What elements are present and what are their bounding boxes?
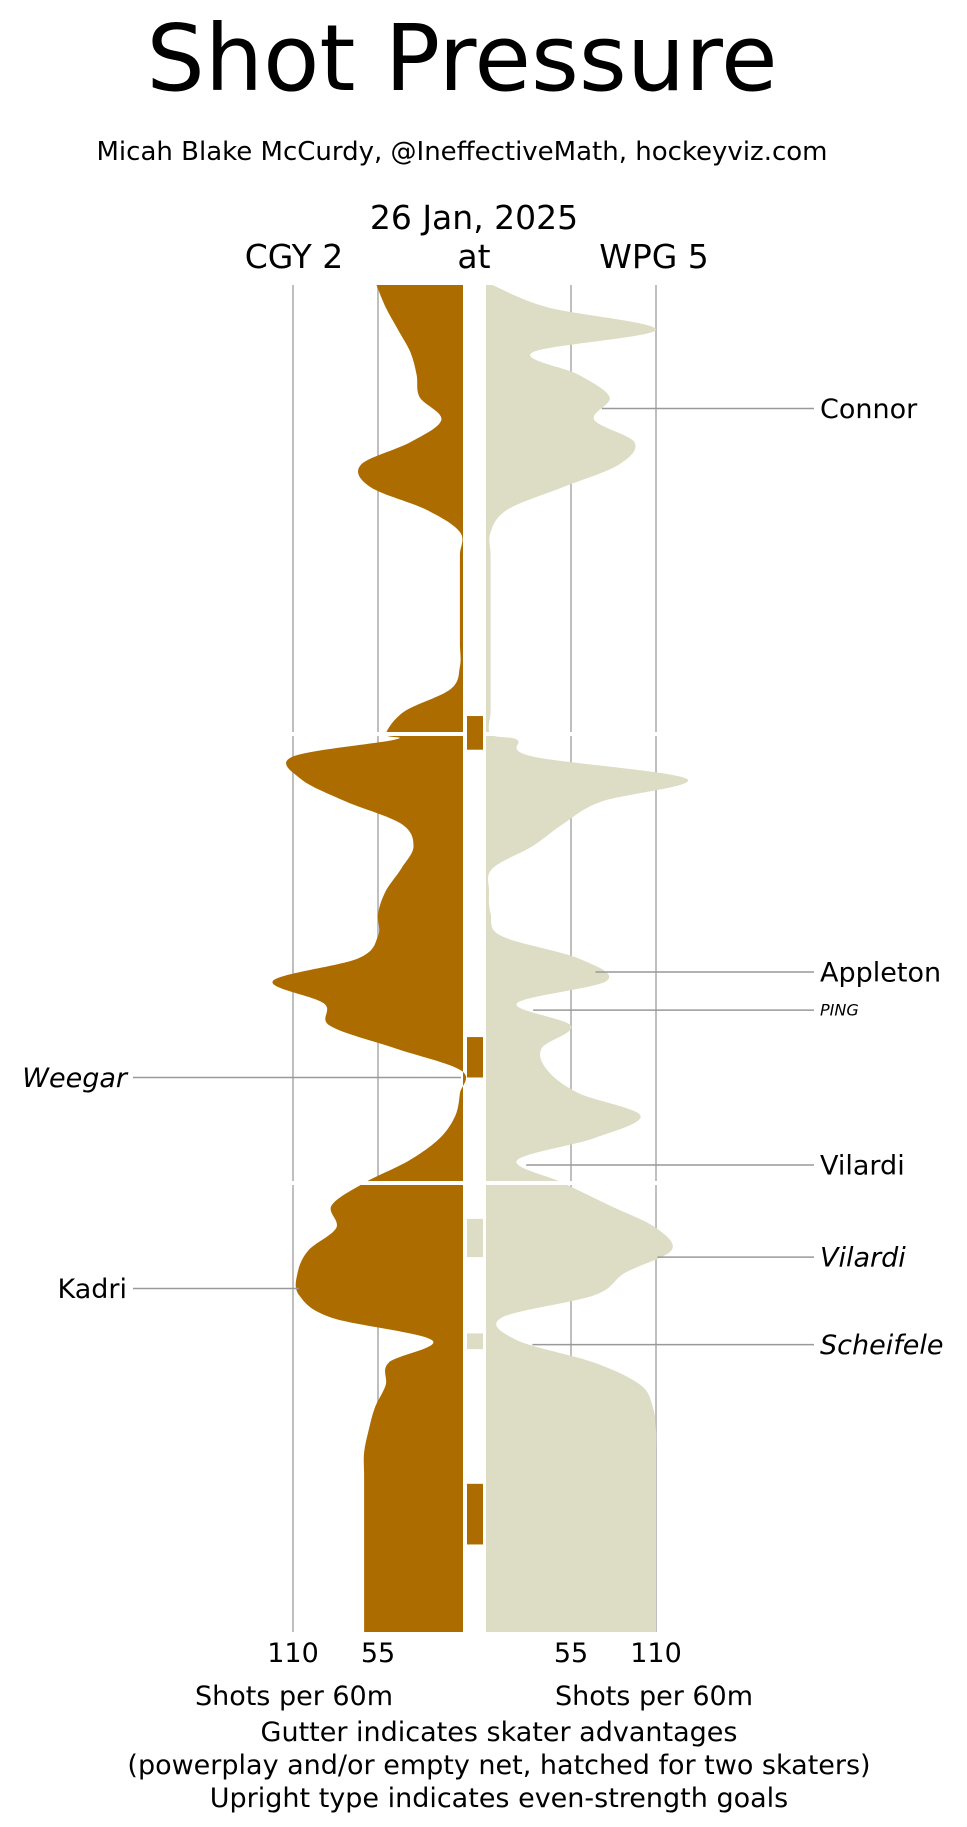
gutter-mark-3 [467, 1333, 483, 1350]
home-tick-label-1: 110 [630, 1638, 682, 1669]
game-date: 26 Jan, 2025 [370, 198, 578, 237]
goal-label-2: PING [820, 1001, 859, 1020]
goal-label-3: Weegar [22, 1063, 129, 1094]
gutter-mark-4 [467, 1483, 483, 1545]
goal-label-1: Appleton [820, 957, 941, 988]
period-separator-2 [0, 1181, 967, 1185]
gutter-mark-2 [467, 1218, 483, 1258]
chart-subtitle: Micah Blake McCurdy, @IneffectiveMath, h… [97, 137, 828, 167]
gutter-marks [467, 716, 483, 1545]
footnote-hatched: (powerplay and/or empty net, hatched for… [127, 1750, 870, 1781]
goal-annotations: Connor Appleton PING Weegar Vilardi Vilardi Ka… [22, 394, 943, 1361]
chart-title: Shot Pressure [146, 5, 777, 112]
goal-label-4: Vilardi [820, 1150, 905, 1181]
away-shot-rate-area [272, 285, 467, 1632]
away-team-label: CGY 2 [245, 237, 344, 276]
goal-label-5: Vilardi [820, 1243, 906, 1274]
away-tick-label-1: 55 [361, 1638, 395, 1669]
goal-label-6: Kadri [57, 1274, 127, 1305]
footnote-upright: Upright type indicates even-strength goa… [210, 1783, 788, 1814]
goal-label-0: Connor [820, 394, 918, 425]
away-tick-label-0: 110 [267, 1638, 319, 1669]
away-axis-label: Shots per 60m [195, 1681, 393, 1712]
home-shot-rate-area [486, 285, 689, 1632]
home-axis-label: Shots per 60m [555, 1681, 753, 1712]
home-team-label: WPG 5 [599, 237, 709, 276]
goal-label-7: Scheifele [820, 1330, 943, 1361]
at-label: at [457, 237, 490, 276]
home-tick-label-0: 55 [554, 1638, 588, 1669]
tick-labels: 110 55 55 110 [267, 1638, 682, 1669]
gutter-mark-1 [467, 1037, 483, 1078]
shot-rate-areas [272, 285, 689, 1632]
period-separator-1 [0, 732, 967, 736]
gutter-mark-0 [467, 716, 483, 750]
period-separators [0, 732, 967, 1185]
footnote-gutter: Gutter indicates skater advantages [261, 1717, 738, 1748]
